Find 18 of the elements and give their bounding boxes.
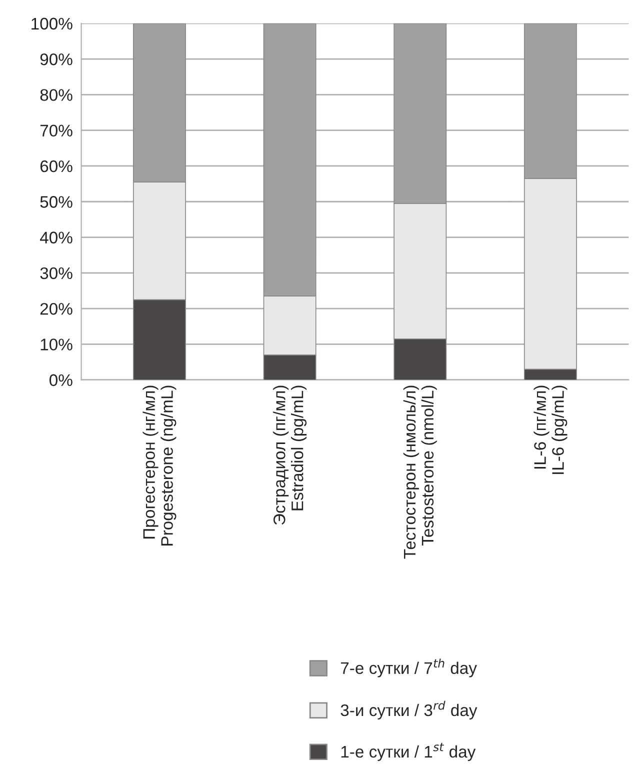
legend-label: 3-и сутки / 3$^{rd}$ day: [340, 700, 478, 720]
legend-label: 1-е сутки / 1$^{st}$ day: [341, 742, 476, 761]
x-tick-label: IL-6 (пг/мл) IL-6 (pg/mL): [534, 386, 568, 474]
y-tick-label: 0%: [50, 374, 72, 386]
y-tick-label: 30%: [40, 267, 72, 280]
legend-label: 7-е сутки / 7$^{th}$ day: [340, 658, 477, 678]
y-tick-label: 10%: [40, 338, 72, 350]
y-tick-label: 60%: [40, 160, 72, 172]
y-tick-label: 40%: [40, 232, 72, 244]
y-tick-label: 50%: [40, 196, 72, 208]
x-tick-label: Прогестерон (нг/мл) Progesterone (ng/mL): [142, 386, 176, 546]
y-tick-label: 100%: [32, 18, 72, 30]
y-tick-label: 20%: [40, 302, 72, 315]
x-tick-label: Эстрадиол (пг/мл) Estradiol (pg/mL): [273, 386, 307, 525]
y-tick-label: 70%: [40, 124, 72, 137]
y-tick-label: 80%: [40, 89, 72, 101]
y-tick-label: 90%: [40, 53, 72, 66]
x-tick-label: Тестостерон (нмоль/л) Testosterone (nmol/L): [403, 386, 437, 559]
